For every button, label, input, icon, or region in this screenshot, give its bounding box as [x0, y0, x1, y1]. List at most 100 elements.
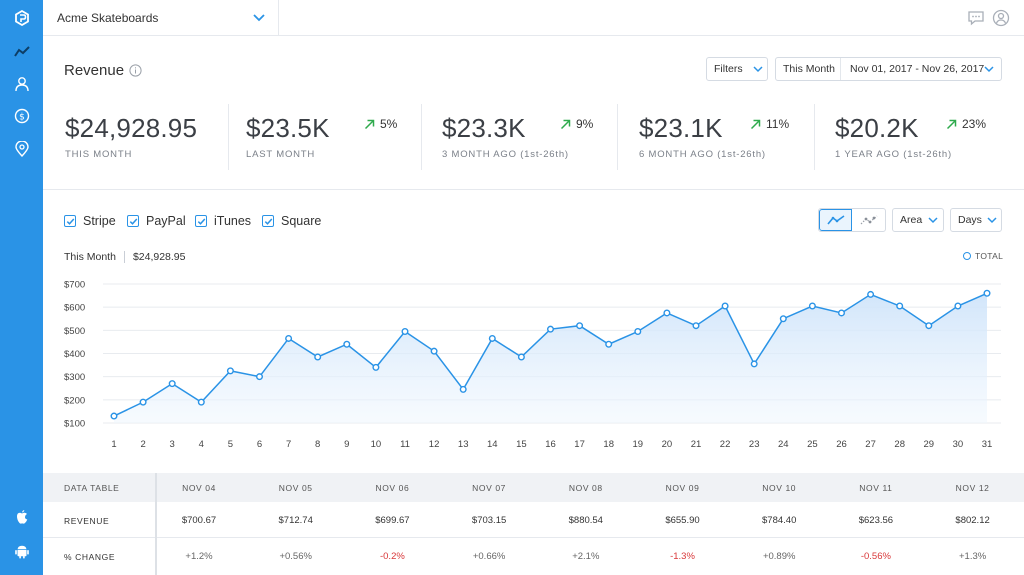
data-table: DATA TABLE REVENUE % CHANGE NOV 04 NOV 05… [43, 473, 1024, 575]
checkbox-checked[interactable] [262, 215, 274, 227]
kpi-value: $23.1K [639, 113, 723, 143]
x-tick-label: 11 [400, 439, 410, 450]
period-selector[interactable]: This Month [776, 58, 841, 80]
x-tick-label: 8 [315, 439, 320, 450]
x-tick-label: 24 [778, 439, 789, 450]
location-icon[interactable] [0, 135, 43, 163]
table-row-revenue: REVENUE [43, 502, 1024, 538]
data-point [576, 322, 584, 330]
table-cell: +0.66% [472, 551, 506, 562]
x-tick-label: 20 [662, 439, 673, 450]
table-cell: $880.54 [568, 515, 603, 526]
x-tick-label: 6 [257, 439, 262, 450]
apple-icon[interactable] [0, 503, 43, 531]
x-tick-label: 28 [894, 439, 905, 450]
page-title: Revenue [64, 62, 125, 79]
dollar-icon[interactable]: $ [0, 102, 43, 130]
account-name: Acme Skateboards [57, 11, 159, 25]
chart-type-dropdown[interactable]: Area [892, 208, 944, 232]
x-tick-label: 12 [429, 439, 440, 450]
kpi-label: LAST MONTH [246, 149, 316, 160]
series-toggle-paypal[interactable]: PayPal [127, 214, 186, 228]
x-tick-label: 4 [199, 439, 204, 450]
chart-summary: This Month $24,928.95 [64, 251, 186, 263]
revenue-area-chart: $100$200$300$400$500$600$700 1 2 3 4 5 6 7 8 9 10… [64, 280, 1001, 450]
kpi-6-month-ago: $23.1K 6 MONTH AGO (1st-26th) 11% [639, 104, 809, 170]
data-point [983, 289, 991, 297]
period-label: This Month [783, 63, 835, 75]
data-point [343, 340, 351, 348]
series-label: Square [281, 214, 322, 228]
kpi-value: $24,928.95 [65, 113, 198, 143]
scatter-chart-button[interactable] [852, 209, 885, 231]
x-tick-label: 29 [924, 439, 935, 450]
kpi-strip: $24,928.95 THIS MONTH $23.5K LAST MONTH … [43, 104, 1024, 170]
interval-label: Days [958, 214, 982, 226]
chat-icon[interactable] [967, 9, 985, 27]
table-cell: +0.89% [762, 551, 796, 562]
x-tick-label: 30 [953, 439, 964, 450]
column-header: NOV 12 [955, 483, 990, 493]
y-tick-label: $700 [64, 280, 85, 291]
row-label: REVENUE [64, 516, 110, 526]
series-toggle-stripe[interactable]: Stripe [64, 214, 116, 228]
x-tick-label: 13 [458, 439, 469, 450]
column-header: NOV 10 [762, 483, 797, 493]
series-toggle-itunes[interactable]: iTunes [195, 214, 251, 228]
interval-dropdown[interactable]: Days [950, 208, 1002, 232]
date-range-dropdown[interactable]: This Month Nov 01, 2017 - Nov 26, 2017 [775, 57, 1002, 81]
arrow-up-right-icon [364, 119, 375, 129]
table-cell: +1.2% [185, 551, 213, 562]
y-tick-label: $600 [64, 303, 85, 314]
x-tick-label: 18 [603, 439, 614, 450]
data-point [517, 353, 525, 361]
table-cell: +2.1% [572, 551, 600, 562]
info-icon[interactable] [129, 64, 142, 77]
profile-icon[interactable] [992, 9, 1010, 27]
data-point [314, 353, 322, 361]
table-cell: +1.3% [958, 551, 987, 562]
data-point [925, 322, 933, 330]
checkbox-checked[interactable] [64, 215, 76, 227]
y-tick-label: $100 [64, 419, 85, 430]
logo-icon[interactable] [0, 4, 43, 32]
x-tick-label: 5 [228, 439, 233, 450]
table-cell: $802.12 [955, 515, 990, 526]
table-title: DATA TABLE [64, 483, 120, 493]
table-cell: $700.67 [181, 515, 217, 526]
data-point [168, 380, 176, 388]
x-tick-label: 31 [982, 439, 993, 450]
column-header: NOV 07 [472, 483, 507, 493]
checkbox-checked[interactable] [127, 215, 139, 227]
x-tick-label: 3 [170, 439, 175, 450]
account-selector[interactable]: Acme Skateboards [43, 0, 279, 36]
x-tick-label: 9 [344, 439, 349, 450]
x-tick-label: 26 [836, 439, 847, 450]
table-header: DATA TABLE [43, 473, 1024, 502]
kpi-value: $20.2K [835, 113, 919, 143]
table-cell: $712.74 [278, 515, 313, 526]
android-icon[interactable] [0, 537, 43, 565]
top-bar: Acme Skateboards [43, 0, 1024, 36]
series-toggle-square[interactable]: Square [262, 214, 321, 228]
data-point [459, 385, 467, 393]
y-tick-label: $400 [64, 349, 85, 360]
summary-label: This Month [64, 251, 116, 263]
x-tick-label: 16 [545, 439, 556, 450]
user-icon[interactable] [0, 70, 43, 98]
legend-label: TOTAL [975, 251, 1004, 261]
table-cell: $703.15 [471, 515, 507, 526]
section-divider [43, 189, 1024, 190]
analytics-icon[interactable] [0, 38, 43, 66]
column-header: NOV 09 [665, 483, 700, 493]
filters-label: Filters [714, 63, 743, 75]
line-chart-icon [826, 215, 844, 225]
filters-dropdown[interactable]: Filters [706, 57, 768, 81]
kpi-change: 5% [364, 117, 397, 131]
line-chart-button[interactable] [819, 209, 853, 231]
data-point [372, 363, 380, 371]
x-tick-label: 23 [749, 439, 760, 450]
checkbox-checked[interactable] [195, 215, 207, 227]
x-tick-label: 7 [286, 439, 291, 450]
data-point [721, 302, 729, 310]
